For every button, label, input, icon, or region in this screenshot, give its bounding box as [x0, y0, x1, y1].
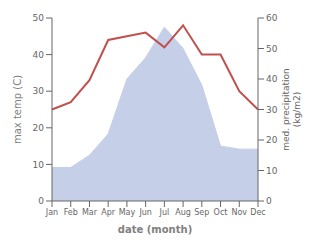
- svg-text:50: 50: [33, 13, 45, 23]
- svg-text:0: 0: [38, 196, 44, 206]
- svg-text:10: 10: [33, 160, 45, 170]
- svg-text:40: 40: [266, 74, 278, 84]
- svg-text:Jun: Jun: [138, 208, 152, 217]
- svg-text:Jan: Jan: [45, 208, 58, 217]
- svg-text:Apr: Apr: [101, 208, 116, 217]
- svg-text:Jul: Jul: [159, 208, 170, 217]
- svg-text:Sep: Sep: [194, 208, 209, 217]
- svg-text:Oct: Oct: [214, 208, 228, 217]
- svg-text:Feb: Feb: [64, 208, 78, 217]
- svg-text:30: 30: [33, 86, 45, 96]
- svg-text:(kg/m2): (kg/m2): [292, 92, 302, 127]
- svg-text:May: May: [119, 208, 136, 217]
- svg-text:Aug: Aug: [175, 208, 191, 217]
- svg-text:20: 20: [33, 123, 45, 133]
- svg-text:60: 60: [266, 13, 278, 23]
- svg-text:50: 50: [266, 44, 278, 54]
- svg-text:Dec: Dec: [250, 208, 265, 217]
- svg-text:date (month): date (month): [118, 224, 192, 235]
- svg-text:0: 0: [266, 196, 272, 206]
- svg-text:max temp (C): max temp (C): [12, 75, 23, 144]
- svg-text:30: 30: [266, 105, 278, 115]
- svg-text:40: 40: [33, 50, 45, 60]
- svg-text:med. precipitation: med. precipitation: [281, 68, 291, 150]
- svg-text:20: 20: [266, 135, 278, 145]
- svg-text:Nov: Nov: [231, 208, 247, 217]
- svg-text:Mar: Mar: [82, 208, 98, 217]
- svg-text:10: 10: [266, 166, 278, 176]
